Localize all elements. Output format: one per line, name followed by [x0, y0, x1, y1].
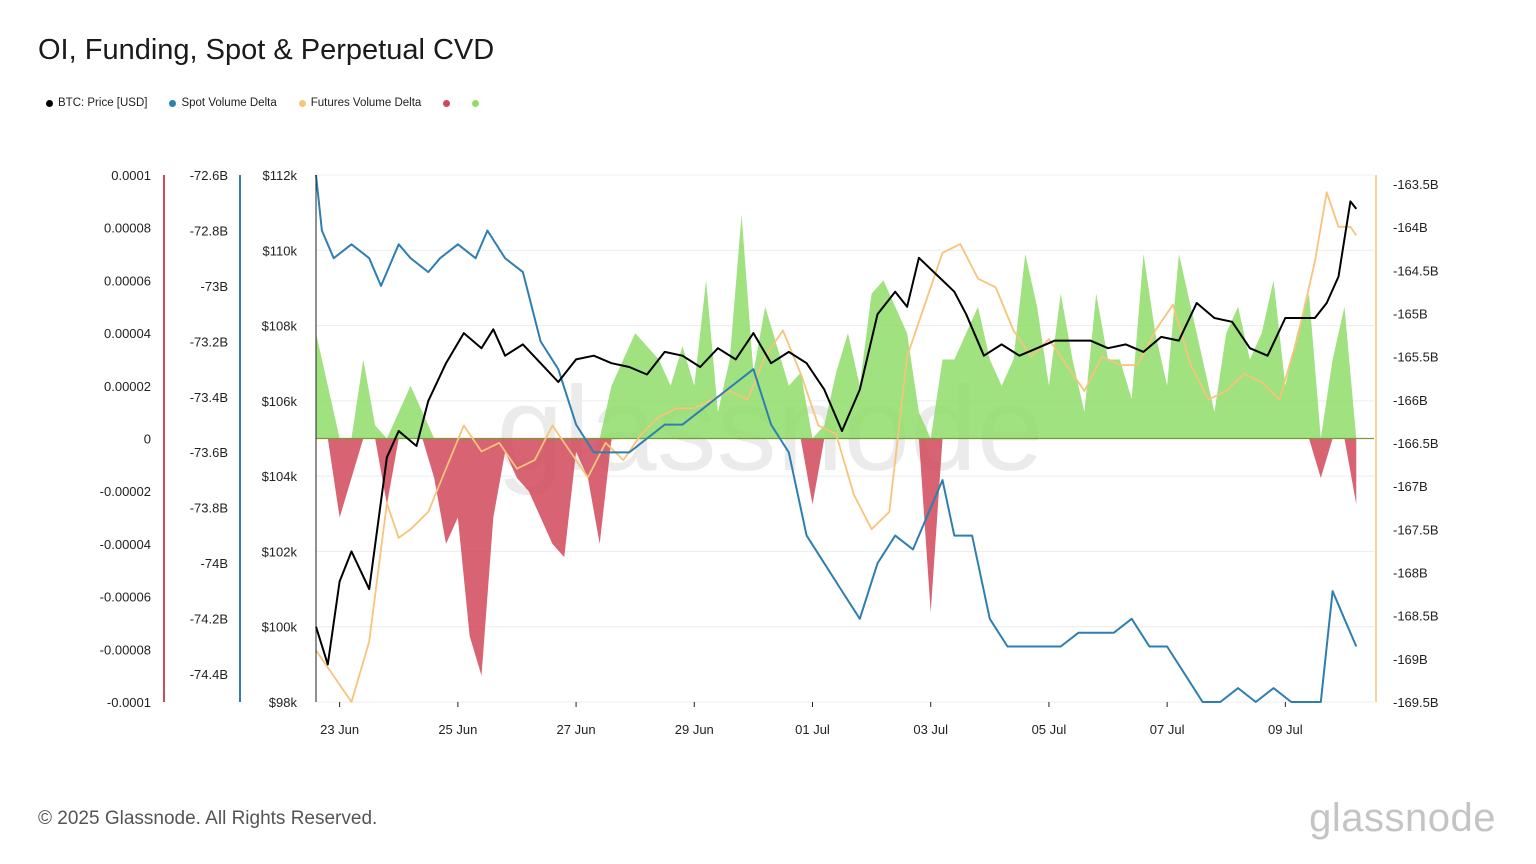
price-tick-label: $104k [262, 469, 298, 484]
legend: BTC: Price [USD] Spot Volume Delta Futur… [46, 97, 480, 109]
brand-logo: glassnode [1309, 796, 1496, 840]
copyright-footer: © 2025 Glassnode. All Rights Reserved. [38, 808, 378, 829]
legend-dot-futures [298, 99, 306, 107]
funding-tick-label: -0.0001 [107, 695, 151, 710]
funding-tick-label: 0 [144, 432, 151, 447]
price-tick-label: $102k [262, 544, 298, 559]
price-tick-label: $112k [263, 168, 298, 183]
legend-dot-positive [472, 99, 480, 107]
funding-tick-label: 0.00008 [104, 221, 151, 236]
funding-tick-label: -0.00002 [100, 484, 151, 499]
price-tick-label: $108k [262, 319, 298, 334]
funding-tick-label: 0.0001 [111, 168, 151, 183]
spot-tick-label: -74.4B [190, 667, 228, 682]
x-tick-label: 25 Jun [438, 722, 477, 737]
price-tick-label: $100k [262, 620, 298, 635]
futures-volume-delta-line [315, 191, 1358, 703]
legend-item-negative-funding[interactable] [443, 97, 451, 109]
futures-tick-label: -169B [1393, 652, 1428, 667]
legend-dot-spot [169, 99, 177, 107]
x-tick-label: 03 Jul [913, 722, 948, 737]
legend-label-futures: Futures Volume Delta [310, 97, 422, 109]
legend-dot-negative [443, 99, 451, 107]
funding-tick-label: 0.00002 [104, 379, 151, 394]
funding-tick-label: -0.00004 [100, 537, 151, 552]
spot-tick-label: -73.2B [190, 334, 228, 349]
price-tick-label: $110k [263, 243, 298, 258]
spot-tick-label: -74.2B [190, 612, 228, 627]
futures-tick-label: -168.5B [1393, 609, 1439, 624]
futures-tick-label: -165.5B [1393, 350, 1439, 365]
price-tick-label: $98k [269, 695, 298, 710]
legend-dot-price [46, 99, 53, 107]
legend-label-spot: Spot Volume Delta [181, 97, 277, 109]
x-tick-label: 07 Jul [1150, 722, 1185, 737]
futures-tick-label: -168B [1393, 566, 1428, 581]
x-tick-label: 23 Jun [320, 722, 359, 737]
funding-tick-label: -0.00008 [100, 642, 151, 657]
spot-tick-label: -73.6B [190, 445, 228, 460]
spot-volume-delta-line [315, 174, 1358, 703]
legend-item-futures[interactable]: Futures Volume Delta [298, 97, 422, 109]
x-tick-label: 09 Jul [1268, 722, 1303, 737]
funding-positive-area [316, 214, 1357, 439]
spot-tick-label: -73.8B [190, 501, 228, 516]
legend-item-price[interactable]: BTC: Price [USD] [46, 97, 147, 109]
futures-tick-label: -164.5B [1393, 263, 1439, 278]
futures-tick-label: -167.5B [1393, 522, 1439, 537]
x-tick-label: 29 Jun [675, 722, 714, 737]
spot-tick-label: -73B [201, 279, 228, 294]
legend-item-spot[interactable]: Spot Volume Delta [169, 97, 277, 109]
futures-tick-label: -165B [1393, 307, 1428, 322]
futures-tick-label: -167B [1393, 479, 1428, 494]
futures-tick-label: -169.5B [1393, 695, 1439, 710]
spot-tick-label: -74B [201, 556, 228, 571]
futures-tick-label: -163.5B [1393, 177, 1439, 192]
x-tick-label: 05 Jul [1032, 722, 1067, 737]
price-tick-label: $106k [262, 394, 298, 409]
futures-tick-label: -166B [1393, 393, 1428, 408]
funding-tick-label: -0.00006 [100, 590, 151, 605]
legend-label-price: BTC: Price [USD] [58, 97, 148, 109]
x-tick-label: 27 Jun [557, 722, 596, 737]
funding-tick-label: 0.00004 [104, 326, 151, 341]
spot-tick-label: -72.8B [190, 223, 228, 238]
btc-price-line [315, 200, 1358, 666]
spot-tick-label: -73.4B [190, 390, 228, 405]
futures-tick-label: -164B [1393, 220, 1428, 235]
funding-tick-label: 0.00006 [104, 273, 151, 288]
legend-item-positive-funding[interactable] [472, 97, 480, 109]
futures-tick-label: -166.5B [1393, 436, 1439, 451]
spot-tick-label: -72.6B [190, 168, 228, 183]
x-tick-label: 01 Jul [795, 722, 830, 737]
chart-title: OI, Funding, Spot & Perpetual CVD [38, 34, 495, 66]
